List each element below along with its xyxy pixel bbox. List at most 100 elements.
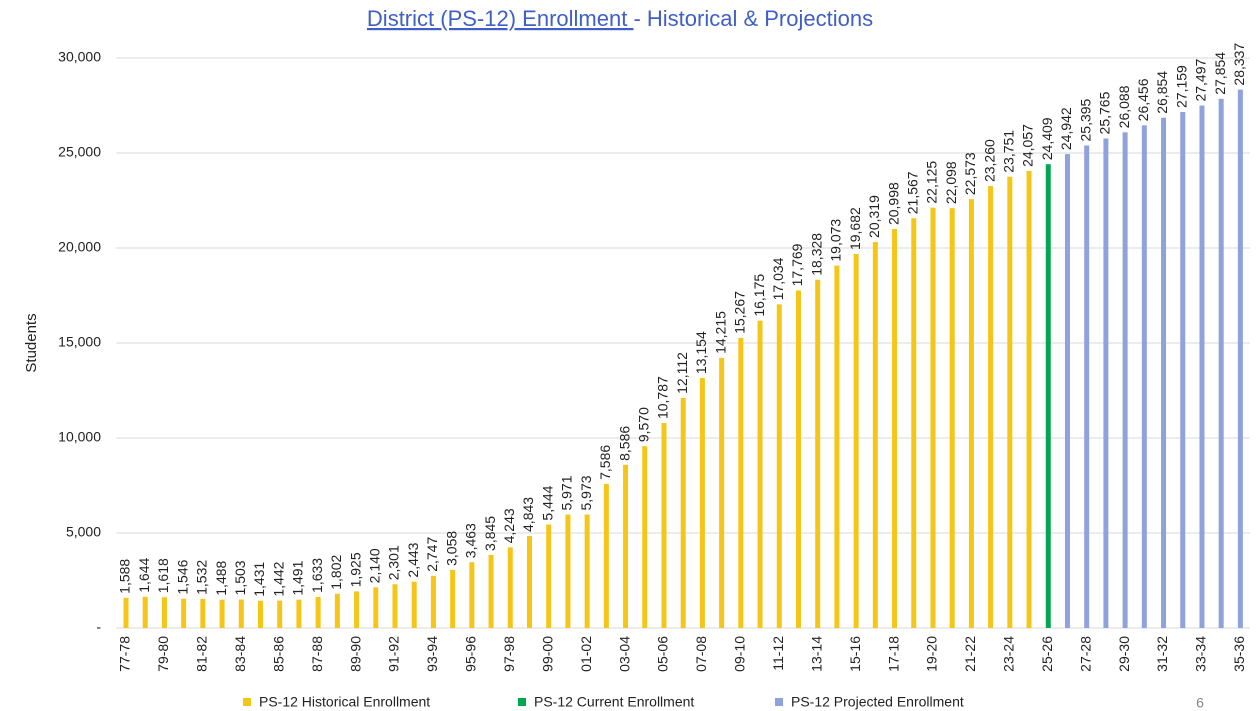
data-label: 10,787: [655, 376, 671, 419]
y-tick-label: -: [96, 619, 101, 635]
data-label: 5,971: [559, 475, 575, 510]
y-tick-label: 15,000: [58, 334, 101, 350]
data-label: 24,057: [1020, 124, 1036, 167]
bar: [795, 290, 801, 628]
data-label: 1,491: [290, 560, 306, 595]
bar: [949, 208, 955, 628]
title-link: District (PS-12) Enrollment: [367, 6, 634, 31]
bar: [546, 524, 552, 628]
legend-swatch: [775, 698, 783, 706]
y-tick-label: 20,000: [58, 239, 101, 255]
x-tick-label: 79-80: [155, 636, 171, 672]
bar: [699, 378, 705, 628]
x-tick-label: 21-22: [962, 636, 978, 672]
bar: [161, 597, 167, 628]
bar: [1103, 138, 1109, 628]
data-label: 18,328: [808, 233, 824, 276]
x-tick-label: 15-16: [847, 636, 863, 672]
data-label: 1,532: [194, 560, 210, 595]
data-label: 26,456: [1135, 78, 1151, 121]
bar: [1122, 132, 1128, 628]
x-tick-label: 29-30: [1116, 636, 1132, 672]
x-tick-label: 77-78: [117, 636, 133, 672]
bar: [488, 554, 494, 628]
bar: [123, 597, 129, 628]
title-rest: - Historical & Projections: [633, 6, 873, 31]
y-axis-label: Students: [23, 313, 40, 372]
bar: [1084, 145, 1090, 628]
x-tick-label: 19-20: [924, 636, 940, 672]
bar: [507, 547, 513, 628]
data-label: 20,998: [885, 182, 901, 225]
data-label: 22,098: [943, 161, 959, 204]
x-tick-label: 23-24: [1001, 636, 1017, 672]
x-tick-label: 81-82: [194, 636, 210, 672]
data-label: 1,618: [155, 558, 171, 593]
data-label: 24,409: [1039, 117, 1055, 160]
bar: [430, 575, 436, 628]
bar: [1180, 111, 1186, 628]
x-tick-label: 05-06: [655, 636, 671, 672]
bar: [219, 599, 225, 628]
data-label: 25,395: [1077, 98, 1093, 141]
bar: [603, 483, 609, 628]
x-tick-label: 03-04: [616, 636, 632, 672]
x-tick-label: 01-02: [578, 636, 594, 672]
bar: [738, 337, 744, 628]
bar: [1026, 170, 1032, 629]
data-label: 2,140: [366, 548, 382, 583]
bar: [526, 535, 532, 628]
data-label: 3,463: [463, 523, 479, 558]
bar: [757, 320, 763, 628]
bar: [411, 581, 417, 628]
page-number: 6: [1196, 695, 1204, 711]
bar: [277, 600, 283, 628]
data-label: 4,843: [520, 497, 536, 532]
bar: [296, 599, 302, 628]
bar: [1161, 117, 1167, 629]
data-label: 7,586: [597, 445, 613, 480]
data-label: 16,175: [751, 274, 767, 317]
data-label: 27,159: [1173, 65, 1189, 108]
y-tick-label: 25,000: [58, 144, 101, 160]
x-tick-label: 93-94: [424, 636, 440, 672]
x-tick-label: 85-86: [270, 636, 286, 672]
bar: [1199, 105, 1205, 628]
bar: [930, 207, 936, 628]
data-label: 23,260: [981, 139, 997, 182]
data-label: 2,301: [386, 545, 402, 580]
data-label: 3,058: [443, 531, 459, 566]
data-label: 1,588: [117, 559, 133, 594]
bar: [968, 199, 974, 628]
data-label: 22,573: [962, 152, 978, 195]
data-label: 15,267: [732, 291, 748, 334]
bar: [680, 397, 686, 628]
x-tick-label: 11-12: [770, 636, 786, 671]
data-label: 26,854: [1154, 71, 1170, 114]
bar: [892, 229, 898, 628]
data-label: 1,503: [232, 560, 248, 595]
data-label: 3,845: [482, 516, 498, 551]
bar: [988, 186, 994, 628]
bar: [1218, 98, 1224, 629]
chart-title: District (PS-12) Enrollment - Historical…: [367, 6, 873, 31]
data-label: 12,112: [674, 352, 690, 394]
bar: [584, 514, 590, 628]
data-label: 2,747: [424, 537, 440, 572]
bar: [719, 357, 725, 628]
data-label: 27,497: [1193, 59, 1209, 102]
bar: [238, 599, 244, 628]
bar: [315, 596, 321, 628]
bar: [776, 304, 782, 628]
bar: [469, 562, 475, 628]
x-tick-label: 97-98: [501, 636, 517, 672]
x-tick-label: 33-34: [1193, 636, 1209, 672]
data-label: 25,765: [1097, 91, 1113, 134]
legend-swatch: [243, 698, 251, 706]
bar: [1064, 154, 1070, 629]
x-tick-label: 17-18: [885, 636, 901, 672]
x-tick-label: 35-36: [1231, 636, 1247, 672]
x-tick-label: 25-26: [1039, 636, 1055, 672]
data-label: 17,034: [770, 257, 786, 300]
bar: [392, 584, 398, 628]
